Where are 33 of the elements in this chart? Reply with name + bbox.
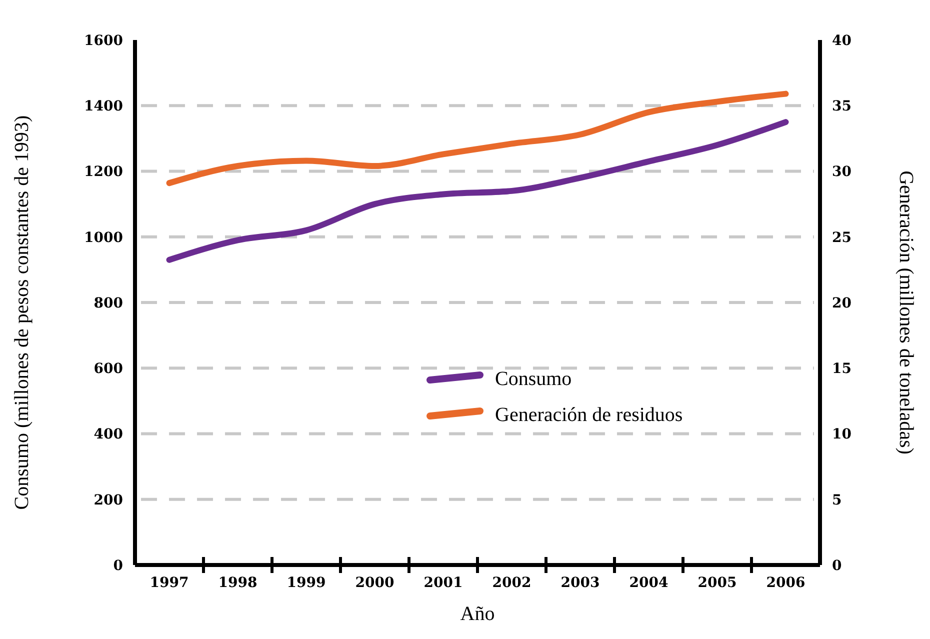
y2-tick-label: 10 [832,426,852,443]
x-tick-label: 2003 [560,575,600,591]
x-tick-label: 2004 [629,575,668,591]
y-tick-label: 200 [94,492,124,508]
y2-tick-label: 35 [832,98,852,115]
y-tick-label: 1400 [84,98,124,115]
x-tick-label: 2001 [424,575,463,591]
x-tick-label: 1999 [286,575,326,591]
y2-tick-label: 30 [832,164,852,180]
x-tick-label: 2002 [492,575,532,591]
y-tick-label: 1600 [84,32,124,49]
x-tick-label: 2000 [355,575,394,591]
x-tick-label: 1997 [150,575,189,591]
y-tick-label: 600 [94,361,124,378]
x-tick-label: 1998 [218,575,258,591]
y-tick-label: 800 [94,295,124,312]
x-tick-label: 2006 [766,575,806,591]
x-axis-title: Año [460,603,495,625]
y2-tick-label: 25 [832,230,852,246]
y2-tick-label: 0 [832,558,842,574]
y-tick-label: 1000 [84,230,124,246]
y2-tick-label: 20 [832,295,852,312]
y-axis-title: Consumo (millones de pesos constantes de 1993) [11,115,33,510]
x-tick-label: 2005 [698,575,737,591]
y2-tick-label: 15 [832,361,852,378]
y2-tick-label: 5 [832,492,842,508]
legend-label: Generación de residuos [495,404,683,426]
y2-axis-title: Generación (millones de toneladas) [895,170,917,454]
y-tick-label: 400 [94,426,124,443]
y-tick-label: 0 [113,558,124,574]
y2-tick-label: 40 [832,32,852,49]
y-tick-label: 1200 [84,164,124,180]
legend-label: Consumo [495,368,572,390]
